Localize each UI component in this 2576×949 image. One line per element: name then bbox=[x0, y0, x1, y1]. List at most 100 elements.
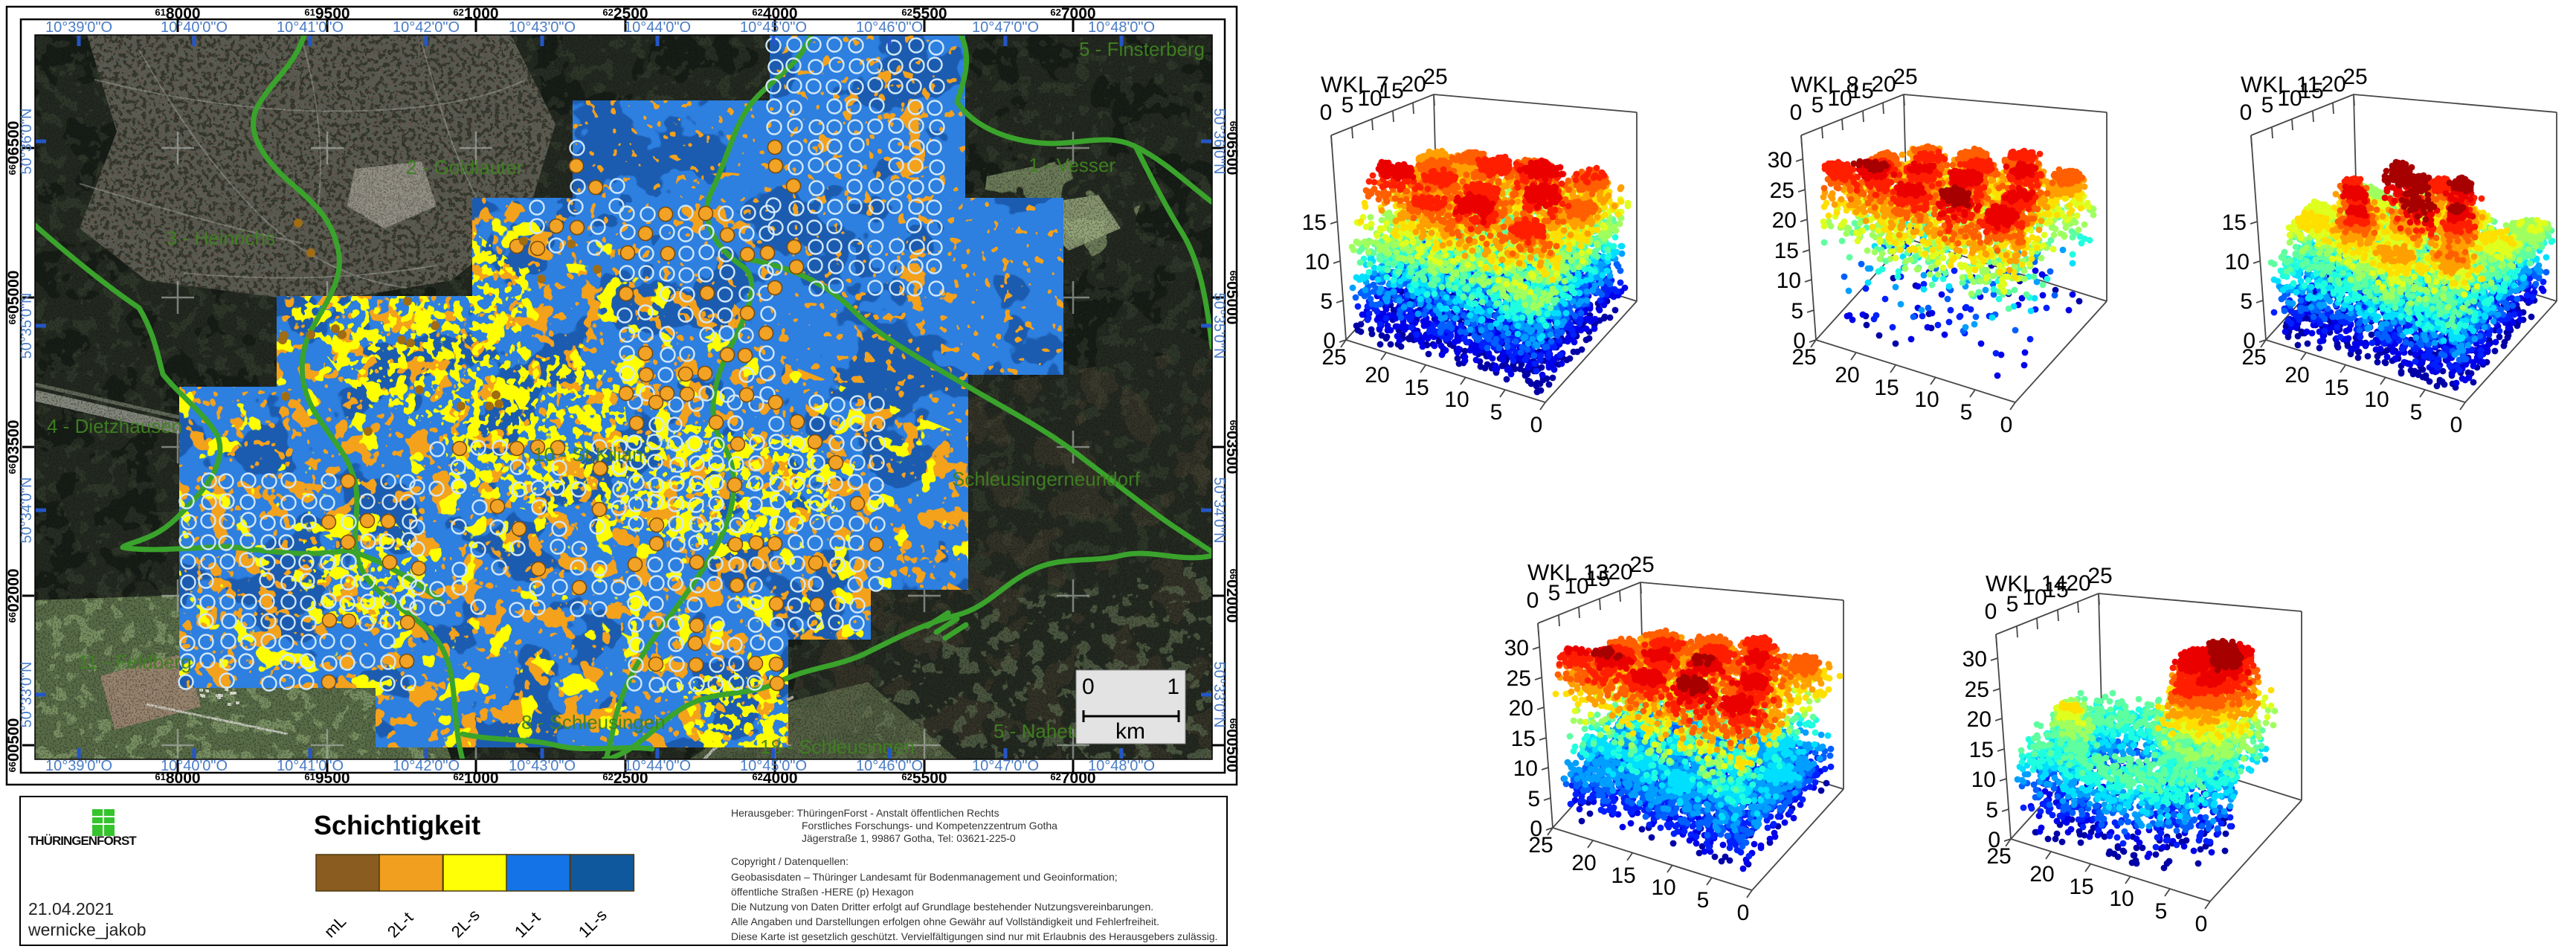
svg-text:WKL 11: WKL 11 bbox=[2241, 71, 2320, 97]
svg-text:622500: 622500 bbox=[602, 770, 648, 787]
svg-text:5: 5 bbox=[2261, 93, 2274, 118]
svg-text:20: 20 bbox=[1571, 851, 1596, 875]
svg-text:5: 5 bbox=[1791, 299, 1803, 324]
svg-text:15: 15 bbox=[2222, 210, 2247, 235]
svg-text:5: 5 bbox=[2240, 289, 2253, 314]
svg-text:0: 0 bbox=[1082, 675, 1095, 699]
svg-text:10°40'0"O: 10°40'0"O bbox=[161, 758, 228, 774]
svg-text:5: 5 bbox=[2410, 400, 2423, 425]
svg-text:25: 25 bbox=[1770, 178, 1794, 203]
svg-text:10: 10 bbox=[1305, 250, 1330, 274]
svg-text:50°35'0"N: 50°35'0"N bbox=[19, 293, 35, 359]
svg-text:622500: 622500 bbox=[602, 5, 648, 22]
svg-text:50°34'0"N: 50°34'0"N bbox=[1211, 477, 1227, 544]
svg-text:20: 20 bbox=[1401, 72, 1426, 97]
svg-text:20: 20 bbox=[2321, 72, 2345, 97]
svg-text:0: 0 bbox=[1530, 817, 1542, 841]
svg-text:30: 30 bbox=[1962, 647, 1987, 672]
svg-text:10: 10 bbox=[1971, 768, 1996, 792]
svg-text:0: 0 bbox=[1737, 901, 1750, 925]
svg-text:50°34'0"N: 50°34'0"N bbox=[19, 477, 35, 544]
svg-text:624000: 624000 bbox=[752, 5, 797, 22]
svg-text:25: 25 bbox=[1986, 844, 2011, 869]
svg-text:Geobasisdaten – Thüringer Land: Geobasisdaten – Thüringer Landesamt für … bbox=[731, 871, 1118, 883]
svg-text:15: 15 bbox=[1969, 738, 1994, 762]
svg-text:Schichtigkeit: Schichtigkeit bbox=[314, 810, 480, 840]
svg-text:10: 10 bbox=[1651, 875, 1675, 900]
svg-text:10°44'0"O: 10°44'0"O bbox=[624, 19, 691, 36]
svg-text:10°45'0"O: 10°45'0"O bbox=[740, 758, 807, 774]
svg-text:6606500: 6606500 bbox=[1223, 121, 1240, 176]
svg-text:25: 25 bbox=[1321, 345, 1346, 370]
svg-text:Forstliches Forschungs- und K: Forstliches Forschungs- und Kompetenzzen… bbox=[802, 820, 1057, 831]
svg-text:5: 5 bbox=[1986, 798, 1998, 823]
svg-text:5: 5 bbox=[1812, 93, 1824, 118]
svg-text:10°43'0"O: 10°43'0"O bbox=[509, 758, 576, 774]
svg-text:öffentliche Straßen -HERE (p): öffentliche Straßen -HERE (p) Hexagon bbox=[731, 886, 914, 898]
svg-text:0: 0 bbox=[1985, 599, 1997, 624]
svg-text:10: 10 bbox=[1513, 756, 1538, 781]
svg-text:15: 15 bbox=[1849, 79, 1873, 103]
svg-text:5: 5 bbox=[1527, 787, 1540, 811]
svg-text:5: 5 bbox=[2155, 899, 2168, 924]
svg-text:621000: 621000 bbox=[453, 5, 498, 22]
svg-text:20: 20 bbox=[1772, 208, 1797, 233]
svg-text:6602000: 6602000 bbox=[5, 569, 22, 623]
svg-text:THÜRINGENFORST: THÜRINGENFORST bbox=[28, 834, 137, 848]
svg-text:8 - Schleusingen: 8 - Schleusingen bbox=[521, 711, 666, 733]
svg-text:km: km bbox=[1115, 719, 1145, 744]
svg-text:0: 0 bbox=[1323, 329, 1336, 353]
svg-text:10°44'0"O: 10°44'0"O bbox=[624, 758, 691, 774]
svg-text:5: 5 bbox=[2006, 592, 2019, 617]
svg-text:Diese Karte ist gesetzlich ges: Diese Karte ist gesetzlich geschützt. Ve… bbox=[731, 930, 1217, 942]
svg-text:619500: 619500 bbox=[304, 5, 350, 22]
svg-text:15: 15 bbox=[1302, 210, 1327, 235]
svg-text:20: 20 bbox=[1835, 363, 1859, 387]
svg-text:0: 0 bbox=[1320, 100, 1333, 125]
svg-text:20: 20 bbox=[1509, 696, 1533, 721]
svg-text:15: 15 bbox=[1774, 239, 1799, 263]
svg-text:10°48'0"O: 10°48'0"O bbox=[1088, 19, 1155, 36]
svg-text:10°47'0"O: 10°47'0"O bbox=[972, 19, 1039, 36]
svg-text:5: 5 bbox=[1490, 400, 1503, 425]
svg-text:625500: 625500 bbox=[901, 770, 947, 787]
svg-text:5 - Nahetal: 5 - Nahetal bbox=[994, 720, 1088, 742]
svg-text:6605000: 6605000 bbox=[1223, 271, 1240, 325]
svg-text:WKL 7: WKL 7 bbox=[1321, 71, 1389, 97]
svg-text:20: 20 bbox=[1365, 363, 1389, 387]
svg-text:621000: 621000 bbox=[453, 770, 498, 787]
svg-text:10°46'0"O: 10°46'0"O bbox=[856, 758, 923, 774]
svg-text:15: 15 bbox=[2069, 875, 2093, 899]
svg-text:5: 5 bbox=[1548, 581, 1561, 605]
svg-text:10 - St.Kilian: 10 - St.Kilian bbox=[533, 443, 643, 466]
svg-text:6600500: 6600500 bbox=[5, 718, 22, 773]
svg-text:5: 5 bbox=[1320, 289, 1333, 314]
svg-text:Jägerstraße 1, 99867 Gotha, Te: Jägerstraße 1, 99867 Gotha, Tel: 03621-2… bbox=[802, 832, 1016, 844]
svg-text:15: 15 bbox=[1511, 727, 1536, 751]
svg-text:0: 0 bbox=[2195, 912, 2208, 936]
svg-text:6603500: 6603500 bbox=[1223, 420, 1240, 474]
svg-text:Schleusingerneundorf: Schleusingerneundorf bbox=[952, 468, 1141, 490]
svg-text:50°36'0"N: 50°36'0"N bbox=[19, 109, 35, 175]
svg-text:0: 0 bbox=[2000, 413, 2013, 437]
svg-text:0: 0 bbox=[2243, 329, 2255, 353]
svg-text:10: 10 bbox=[2022, 585, 2047, 610]
svg-text:624000: 624000 bbox=[752, 770, 797, 787]
svg-text:30: 30 bbox=[1504, 636, 1529, 660]
svg-text:21.04.2021: 21.04.2021 bbox=[28, 899, 114, 919]
svg-text:0: 0 bbox=[1793, 329, 1806, 353]
svg-text:10°39'0"O: 10°39'0"O bbox=[45, 758, 112, 774]
svg-text:50°33'0"N: 50°33'0"N bbox=[1211, 662, 1227, 728]
svg-text:3 - Heinrichs: 3 - Heinrichs bbox=[167, 227, 275, 249]
svg-text:618000: 618000 bbox=[155, 5, 200, 22]
svg-text:2 - Goldlauter: 2 - Goldlauter bbox=[406, 156, 524, 178]
svg-text:10°48'0"O: 10°48'0"O bbox=[1088, 758, 1155, 774]
svg-text:Herausgeber: ThüringenForst -: Herausgeber: ThüringenForst - Anstalt öf… bbox=[731, 807, 999, 819]
svg-text:4 - Dietzhausen: 4 - Dietzhausen bbox=[47, 415, 182, 437]
svg-text:Alle Angaben und Darstellunge: Alle Angaben und Darstellungen erfolgen … bbox=[731, 916, 1159, 927]
svg-text:15: 15 bbox=[1611, 863, 1635, 888]
svg-text:6603500: 6603500 bbox=[5, 420, 22, 474]
svg-text:10: 10 bbox=[2109, 887, 2134, 911]
svg-text:627000: 627000 bbox=[1050, 770, 1095, 787]
svg-text:0: 0 bbox=[1530, 413, 1543, 437]
